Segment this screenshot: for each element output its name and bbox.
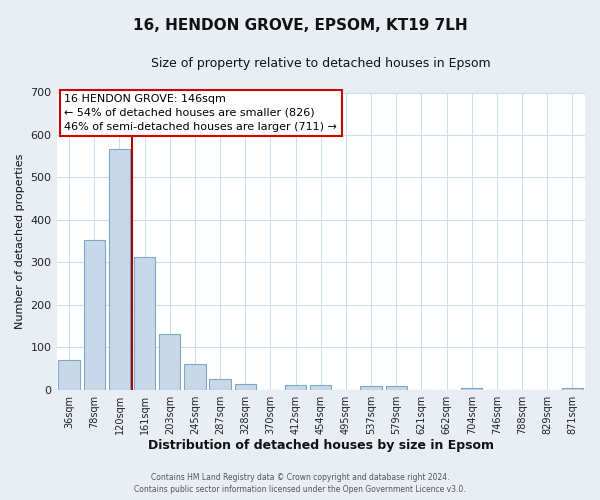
Bar xyxy=(209,378,231,390)
Bar xyxy=(285,386,307,390)
Text: Contains HM Land Registry data © Crown copyright and database right 2024.
Contai: Contains HM Land Registry data © Crown c… xyxy=(134,473,466,494)
Bar xyxy=(361,386,382,390)
Bar xyxy=(386,386,407,390)
Bar xyxy=(109,149,130,390)
Title: Size of property relative to detached houses in Epsom: Size of property relative to detached ho… xyxy=(151,58,491,70)
X-axis label: Distribution of detached houses by size in Epsom: Distribution of detached houses by size … xyxy=(148,440,494,452)
Bar xyxy=(461,388,482,390)
Bar xyxy=(83,240,105,390)
Bar xyxy=(134,257,155,390)
Bar xyxy=(310,386,331,390)
Bar xyxy=(184,364,206,390)
Y-axis label: Number of detached properties: Number of detached properties xyxy=(15,154,25,329)
Bar xyxy=(58,360,80,390)
Bar xyxy=(562,388,583,390)
Text: 16 HENDON GROVE: 146sqm
← 54% of detached houses are smaller (826)
46% of semi-d: 16 HENDON GROVE: 146sqm ← 54% of detache… xyxy=(64,94,337,132)
Bar xyxy=(159,334,181,390)
Text: 16, HENDON GROVE, EPSOM, KT19 7LH: 16, HENDON GROVE, EPSOM, KT19 7LH xyxy=(133,18,467,32)
Bar xyxy=(235,384,256,390)
